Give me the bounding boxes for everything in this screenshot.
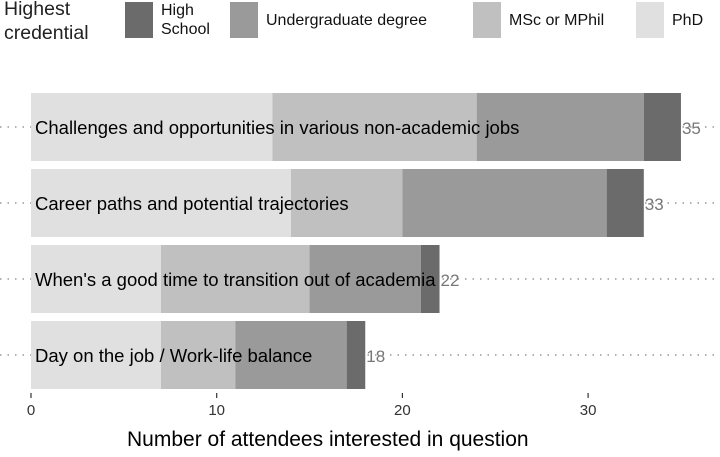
x-tick-label-4: 30 xyxy=(580,402,597,419)
bar-segment-phd-4 xyxy=(31,321,161,389)
legend-key-msc xyxy=(473,2,501,38)
bar-segment-hs-3 xyxy=(420,245,440,313)
bar-segment-phd-3 xyxy=(31,245,161,313)
legend-key-high-school xyxy=(125,2,153,38)
x-axis-title: Number of attendees interested in questi… xyxy=(127,428,529,451)
x-tick-label-1: 0 xyxy=(27,402,35,419)
legend-label-line: High xyxy=(161,2,194,19)
legend-item-high-school: High School xyxy=(125,2,210,38)
legend-label-phd: PhD xyxy=(672,11,704,29)
x-tick-label-3: 20 xyxy=(394,402,411,419)
total-label-3: 22 xyxy=(441,271,460,290)
bar-segment-phd-2 xyxy=(31,169,291,237)
legend-item-msc: MSc or MPhil xyxy=(473,2,604,38)
category-label-2: Career paths and potential trajectories xyxy=(35,193,349,214)
legend-label-undergraduate: Undergraduate degree xyxy=(266,11,428,29)
category-label-1: Challenges and opportunities in various … xyxy=(35,117,519,138)
legend-title: Highest credential xyxy=(4,0,89,45)
bar-segment-msc-1 xyxy=(272,93,477,161)
category-label-3: When's a good time to transition out of … xyxy=(35,269,436,290)
bar-segment-ug-1 xyxy=(476,93,644,161)
legend-label-msc: MSc or MPhil xyxy=(509,11,605,29)
bar-segment-msc-4 xyxy=(160,321,236,389)
bar-segment-hs-4 xyxy=(346,321,366,389)
category-label-4: Day on the job / Work-life balance xyxy=(35,345,312,366)
legend-label-line: School xyxy=(161,21,210,38)
bar-segment-ug-2 xyxy=(402,169,607,237)
total-label-1: 35 xyxy=(682,119,701,138)
total-label-4: 18 xyxy=(366,347,385,366)
legend-key-undergraduate xyxy=(230,2,258,38)
legend-item-undergraduate: Undergraduate degree xyxy=(230,2,427,38)
bar-segment-ug-4 xyxy=(235,321,347,389)
x-tick-label-2: 10 xyxy=(208,402,225,419)
bar-segment-phd-1 xyxy=(31,93,273,161)
bar-segment-ug-3 xyxy=(309,245,421,313)
bar-segment-hs-2 xyxy=(606,169,644,237)
legend-title-line-1: Highest xyxy=(4,0,71,20)
legend-item-phd: PhD xyxy=(636,2,703,38)
legend-title-line-2: credential xyxy=(4,22,89,44)
legend-label-high-school: High School xyxy=(161,1,210,39)
legend-key-phd xyxy=(636,2,664,38)
total-label-2: 33 xyxy=(645,195,664,214)
bar-segment-msc-2 xyxy=(290,169,403,237)
bar-segment-msc-3 xyxy=(160,245,310,313)
bar-segment-hs-1 xyxy=(643,93,681,161)
